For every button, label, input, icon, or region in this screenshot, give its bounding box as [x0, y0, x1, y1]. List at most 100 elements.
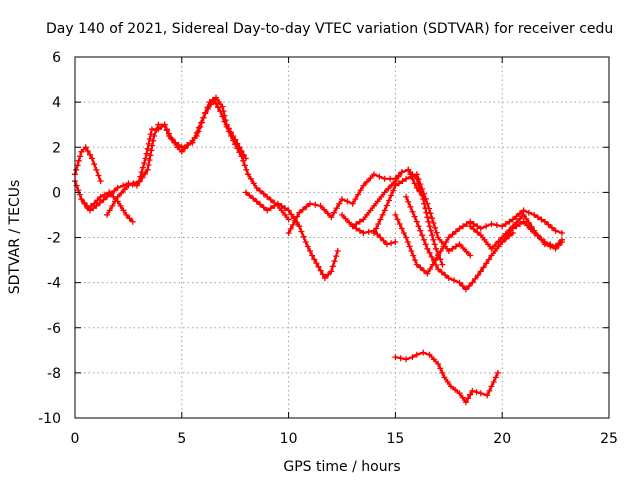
plus-marker [413, 218, 420, 225]
plus-marker [477, 390, 484, 397]
plus-marker [417, 227, 424, 234]
plus-marker [419, 186, 426, 192]
plus-marker [492, 242, 499, 248]
plus-marker [442, 272, 449, 279]
plus-marker [260, 204, 267, 211]
plus-marker [413, 171, 420, 178]
plus-marker [456, 241, 463, 248]
plus-marker [104, 211, 110, 218]
plus-marker [111, 187, 118, 194]
plus-marker [120, 182, 127, 189]
plus-marker [493, 222, 500, 229]
plus-marker [494, 369, 501, 376]
plus-marker [502, 234, 509, 241]
plus-marker [460, 223, 466, 230]
plus-marker [531, 230, 538, 236]
plus-marker [288, 211, 295, 218]
plus-marker [477, 232, 484, 239]
plus-marker [435, 234, 442, 241]
plus-marker [371, 171, 377, 178]
plus-marker [377, 234, 384, 241]
plus-marker [73, 166, 80, 173]
plus-marker [488, 221, 495, 227]
plus-marker [394, 216, 401, 223]
plus-marker [241, 162, 248, 169]
plus-marker [120, 207, 127, 214]
plus-marker [219, 103, 226, 110]
plus-marker [243, 166, 250, 173]
plus-marker [379, 211, 386, 218]
plus-marker [463, 248, 470, 255]
plus-marker [392, 211, 399, 218]
plus-marker [413, 261, 420, 268]
plus-marker [363, 178, 370, 185]
plus-marker [492, 248, 499, 254]
plus-marker [484, 392, 491, 399]
plus-marker [178, 148, 185, 155]
plus-marker [84, 203, 91, 210]
plus-marker [460, 245, 466, 251]
plus-marker [474, 229, 481, 236]
plus-marker [285, 207, 292, 214]
plus-marker [342, 215, 349, 222]
y-tick-label: -10 [38, 411, 61, 427]
plus-marker [148, 147, 155, 154]
plus-marker [90, 205, 97, 212]
plus-marker [381, 189, 388, 196]
plus-marker [374, 198, 381, 205]
plus-marker [380, 237, 387, 244]
plus-marker [527, 226, 534, 233]
plus-marker [524, 222, 531, 229]
plus-marker [161, 121, 168, 128]
plus-marker [426, 223, 433, 230]
plus-marker [451, 277, 458, 284]
plus-marker [317, 267, 324, 274]
plus-marker [257, 201, 264, 208]
plus-marker [331, 258, 338, 265]
plus-marker [545, 221, 552, 228]
plus-marker [285, 230, 292, 236]
plus-marker [435, 360, 442, 367]
plus-marker [100, 196, 107, 203]
plus-marker [146, 157, 153, 164]
plus-marker [499, 223, 506, 230]
plus-marker [142, 155, 149, 162]
plus-marker [324, 210, 331, 217]
series-line [394, 209, 564, 275]
x-tick-label: 10 [280, 431, 298, 447]
plus-marker [425, 218, 432, 225]
plus-marker [422, 241, 429, 248]
plus-marker [139, 164, 146, 171]
plus-marker [525, 209, 532, 216]
plus-marker [245, 171, 251, 178]
plus-marker [538, 216, 545, 223]
series-sat-j [403, 193, 516, 293]
plus-marker [333, 205, 340, 212]
plus-marker [409, 354, 416, 361]
series-sat-g [339, 211, 399, 248]
plus-marker [307, 248, 313, 254]
plus-marker [392, 354, 399, 361]
plus-marker [349, 200, 356, 207]
plus-marker [408, 248, 415, 254]
plus-marker [302, 239, 309, 245]
series-sat-d [104, 96, 292, 223]
plus-marker [168, 135, 175, 142]
plus-marker [133, 182, 140, 189]
plus-marker [355, 191, 361, 198]
plus-marker [213, 100, 219, 107]
plus-marker [257, 187, 264, 194]
plus-marker [217, 108, 224, 115]
plus-marker [456, 279, 463, 286]
plus-marker [344, 198, 351, 205]
plus-marker [106, 207, 113, 214]
plus-marker [430, 220, 437, 226]
plot-series [72, 94, 565, 406]
plus-marker [473, 389, 480, 396]
plus-marker [428, 253, 435, 260]
plus-marker [506, 230, 513, 236]
plus-marker [236, 149, 243, 156]
plus-marker [534, 233, 541, 239]
plus-marker [312, 201, 319, 208]
plus-marker [469, 387, 476, 394]
